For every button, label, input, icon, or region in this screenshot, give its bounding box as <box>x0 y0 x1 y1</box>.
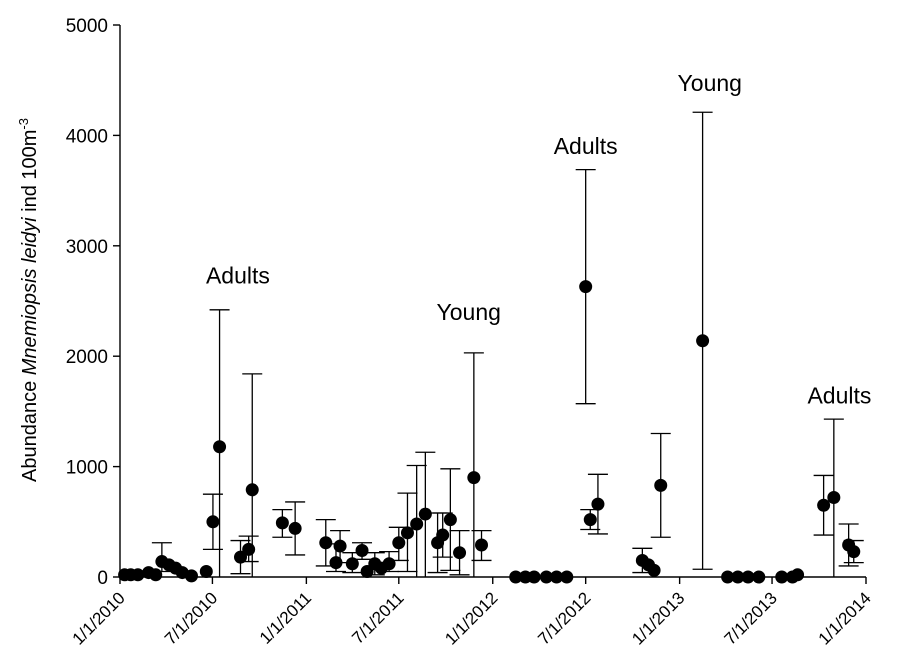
data-point <box>275 516 289 530</box>
y-axis-title-prefix: Abundance <box>19 375 41 482</box>
data-point <box>696 334 710 348</box>
data-point <box>436 528 450 542</box>
data-point <box>392 536 406 550</box>
data-point <box>184 569 198 583</box>
data-point <box>400 526 414 540</box>
data-point <box>206 515 220 529</box>
x-tick-label: 1/1/2010 <box>69 588 129 648</box>
x-tick-label: 7/1/2013 <box>721 588 781 648</box>
x-ticks: 1/1/2010 7/1/2010 1/1/2011 7/1/2011 1/1/2012… <box>69 577 875 649</box>
data-point <box>234 550 248 564</box>
x-tick-label: 1/1/2011 <box>256 588 315 647</box>
data-point <box>467 471 481 485</box>
x-tick-label: 1/1/2013 <box>628 588 688 648</box>
data-point <box>213 440 227 454</box>
y-axis-title-unit: ind 100m <box>19 130 41 218</box>
annotation-label: Adults <box>807 383 871 409</box>
data-point <box>560 570 574 584</box>
data-point <box>418 507 432 521</box>
data-point <box>329 556 343 570</box>
y-tick-label: 0 <box>97 568 108 589</box>
data-point <box>443 513 457 527</box>
annotations: Adults Young Adults Young Adults <box>206 70 871 408</box>
data-point <box>131 568 145 582</box>
y-ticks: 0 1000 2000 3000 4000 5000 <box>66 16 120 589</box>
y-tick-label: 3000 <box>66 237 108 258</box>
annotation-label: Adults <box>554 133 618 159</box>
data-point <box>775 570 789 584</box>
data-point <box>654 478 668 492</box>
annotation-label: Adults <box>206 262 270 288</box>
data-point <box>539 570 553 584</box>
data-point <box>319 536 333 550</box>
data-point <box>382 557 396 571</box>
y-tick-label: 5000 <box>66 16 108 37</box>
data-point <box>731 570 745 584</box>
data-point <box>453 546 467 560</box>
y-axis-title-superscript: -3 <box>16 118 31 130</box>
data-point <box>579 280 593 294</box>
data-point <box>345 557 359 571</box>
data-point <box>752 570 766 584</box>
error-bars <box>151 111 864 577</box>
data-point <box>288 521 302 535</box>
data-point <box>333 539 347 553</box>
data-point <box>827 491 841 505</box>
data-point <box>199 564 213 578</box>
y-tick-label: 4000 <box>66 126 108 147</box>
x-tick-label: 1/1/2014 <box>815 588 875 648</box>
x-tick-label: 1/1/2012 <box>441 588 501 648</box>
data-point <box>550 570 564 584</box>
y-tick-label: 2000 <box>66 347 108 368</box>
x-tick-label: 7/1/2011 <box>348 588 407 647</box>
data-point <box>355 544 369 558</box>
y-tick-label: 1000 <box>66 458 108 479</box>
data-point <box>741 570 755 584</box>
data-point <box>817 498 831 512</box>
data-point <box>245 483 259 497</box>
data-points <box>118 280 861 584</box>
data-point <box>721 570 735 584</box>
data-point <box>591 497 605 511</box>
x-tick-label: 7/1/2010 <box>161 588 221 648</box>
x-tick-label: 7/1/2012 <box>534 588 594 648</box>
data-point <box>583 513 597 527</box>
y-axis-title-species: Mnemiopsis leidyi <box>19 217 41 375</box>
data-point <box>791 568 805 582</box>
data-point <box>647 563 661 577</box>
annotation-label: Young <box>437 299 501 325</box>
data-point <box>410 517 424 531</box>
data-point <box>509 570 523 584</box>
data-point <box>149 568 163 582</box>
annotation-label: Young <box>678 70 742 96</box>
y-axis-title: Abundance Mnemiopsis leidyi ind 100m-3 <box>16 118 41 482</box>
data-point <box>242 542 256 556</box>
data-point <box>475 538 489 552</box>
data-point <box>527 570 541 584</box>
data-point <box>847 545 861 559</box>
